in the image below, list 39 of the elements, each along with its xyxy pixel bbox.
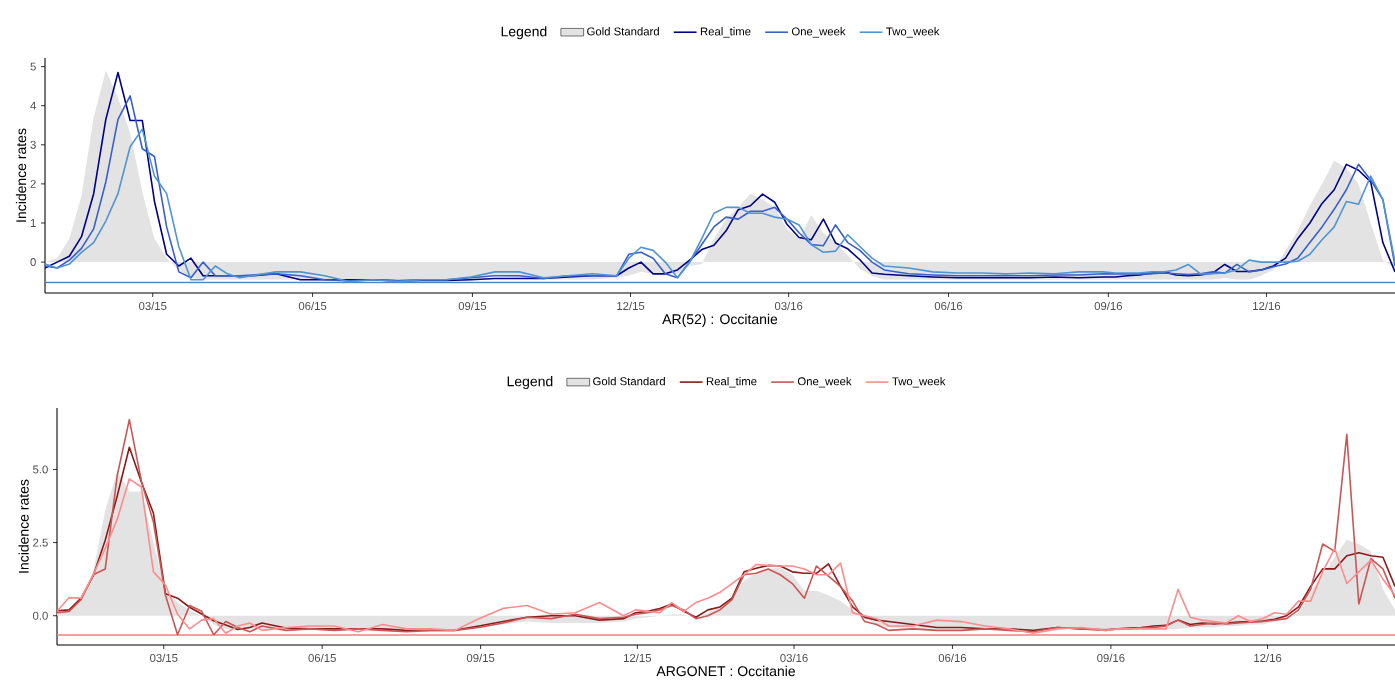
legend-title: Legend [501,26,547,40]
y-axis-title: Incidence rates [15,128,27,222]
y-tick-label: 5.0 [33,465,48,474]
y-tick-label: 2.5 [33,538,48,547]
legend-label: Real_time [700,27,751,38]
legend-title: Legend [507,376,553,390]
y-tick-label: 0.0 [32,611,48,620]
x-tick-label: 12/16 [1254,653,1282,663]
x-tick-label: 03/16 [774,301,803,311]
x-tick-label: 06/16 [934,301,963,311]
x-tick-label: 09/15 [466,653,495,663]
legend-label: One_week [797,376,852,388]
x-tick-label: 09/15 [458,301,487,311]
x-tick-label: 06/16 [938,653,967,663]
legend-label: Two_week [886,27,940,38]
legend-label: Gold Standard [593,376,665,386]
y-axis-title: Incidence rates [18,479,29,573]
y-tick-label: 3 [30,140,36,149]
x-tick-label: 09/16 [1097,653,1125,663]
x-axis-title: AR(52) : Occitanie [662,313,778,327]
y-tick-label: 5 [30,62,36,71]
x-axis-title: ARGONET : Occitanie [656,665,795,677]
legend-label: One_week [791,27,846,38]
x-tick-label: 03/16 [780,653,808,663]
legend-label: Real_time [706,376,757,388]
y-tick-label: 1 [30,219,36,227]
x-tick-label: 12/15 [624,653,652,663]
y-tick-label: 0 [30,258,36,267]
legend-label: Two_week [892,376,946,388]
y-tick-label: 4 [30,101,36,110]
x-tick-label: 06/15 [298,301,327,311]
legend-label: Gold Standard [587,27,659,36]
x-tick-label: 03/15 [138,301,167,311]
x-tick-label: 03/15 [150,653,178,663]
y-tick-label: 2 [30,179,36,188]
x-tick-label: 06/15 [308,653,336,663]
x-tick-label: 12/15 [617,301,645,311]
x-tick-label: 09/16 [1094,301,1123,311]
x-tick-label: 12/16 [1253,301,1281,311]
